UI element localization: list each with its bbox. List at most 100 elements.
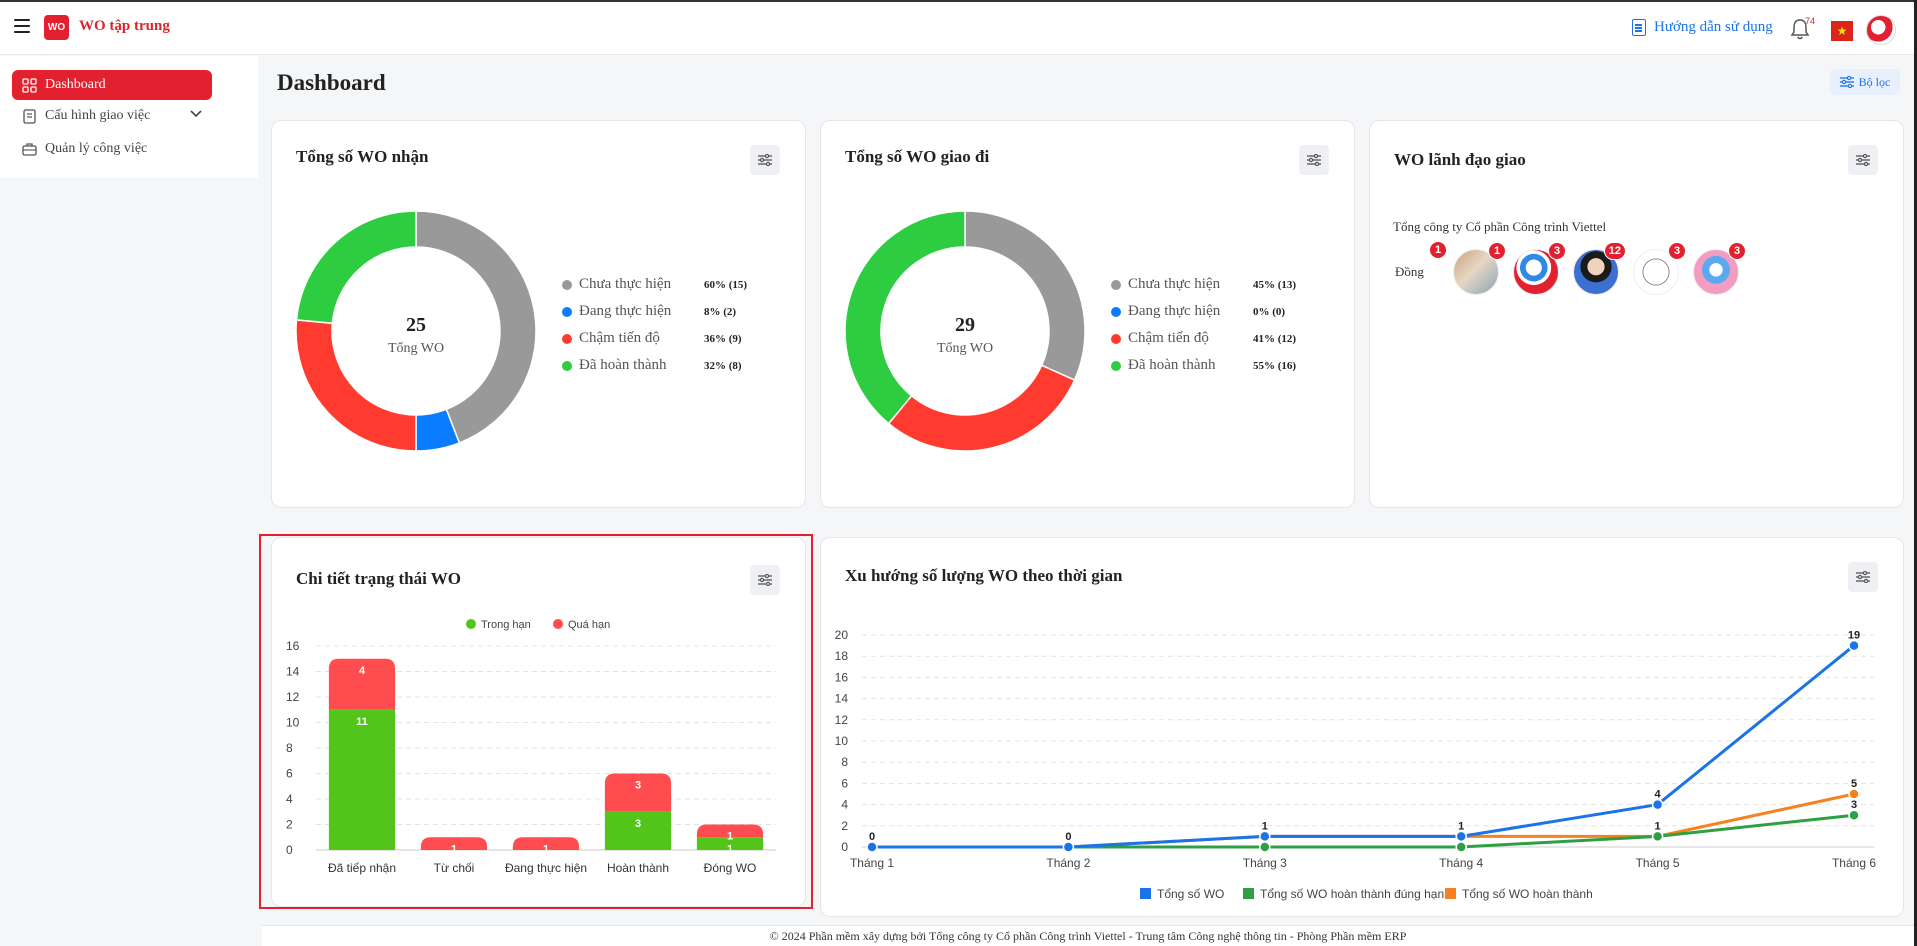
data-point[interactable] — [1651, 798, 1664, 811]
card-settings-button[interactable] — [750, 565, 780, 595]
donut-total-label: Tổng WO — [936, 341, 994, 356]
legend-marker[interactable] — [553, 619, 563, 629]
data-point[interactable] — [866, 841, 878, 853]
card-title: WO lãnh đạo giao — [1394, 150, 1526, 169]
leader-avatar[interactable]: 12 — [1573, 242, 1626, 295]
legend-item[interactable]: Đang thực hiện 0% (0) — [1111, 303, 1285, 320]
user-avatar[interactable] — [1866, 15, 1896, 45]
avatar-alt-text: Đồng — [1395, 264, 1424, 279]
leader-avatar[interactable]: Đồng 1 — [1393, 241, 1447, 295]
leader-wo-count-badge: 3 — [1668, 242, 1686, 260]
legend-label: Chậm tiến độ — [579, 330, 660, 346]
card-settings-button[interactable] — [750, 145, 780, 175]
donut-slice[interactable] — [964, 211, 1085, 382]
filter-button[interactable]: Bộ lọc — [1830, 69, 1900, 95]
card-settings-button[interactable] — [1299, 145, 1329, 175]
data-point[interactable] — [1455, 841, 1467, 853]
leader-avatar[interactable]: 3 — [1513, 242, 1566, 295]
donut-slice[interactable] — [845, 211, 966, 425]
sidebar-item-label: Cấu hình giao việc — [45, 108, 151, 123]
bar-segment[interactable] — [604, 811, 672, 850]
legend-label: Chậm tiến độ — [1128, 330, 1209, 346]
data-point[interactable] — [1062, 841, 1075, 853]
legend-item[interactable]: Tổng số WO hoàn thành đúng hạn — [1243, 887, 1444, 901]
leader-wo-count-badge: 1 — [1488, 242, 1506, 260]
bar-segment[interactable] — [420, 837, 488, 850]
data-point[interactable] — [1848, 809, 1860, 821]
series-line[interactable] — [872, 644, 1855, 849]
donut-slice[interactable] — [296, 211, 417, 325]
leader-wo-count-badge: 12 — [1603, 242, 1626, 260]
data-point[interactable] — [1848, 639, 1860, 652]
received-wo-card: Tổng số WO nhận 25 Tổng WO Chưa thực hiệ… — [271, 120, 806, 508]
legend-item[interactable]: Đã hoàn thành 55% (16) — [1111, 357, 1296, 374]
y-tick-label: 0 — [286, 843, 293, 857]
bar-segment[interactable] — [696, 824, 764, 838]
x-tick-label: Hoàn thành — [607, 861, 669, 875]
x-tick-label: Từ chối — [434, 861, 475, 875]
y-tick-label: 18 — [835, 649, 849, 663]
donut-total: 25 — [406, 314, 426, 336]
bar-segment[interactable] — [696, 837, 764, 850]
leader-avatar[interactable]: 3 — [1693, 242, 1746, 295]
legend-marker — [1445, 888, 1456, 899]
legend-value: 41% (12) — [1253, 332, 1297, 345]
app-title[interactable]: WO tập trung — [79, 18, 170, 34]
data-point[interactable] — [1259, 841, 1271, 853]
card-title: Xu hướng số lượng WO theo thời gian — [845, 566, 1123, 585]
legend-label[interactable]: Trong hạn — [481, 619, 531, 631]
legend-item[interactable]: Chưa thực hiện 45% (13) — [1111, 276, 1296, 293]
chevron-down-icon[interactable] — [190, 108, 202, 118]
footer: © 2024 Phần mềm xây dựng bởi Tổng công t… — [262, 925, 1914, 946]
donut-slice[interactable] — [887, 364, 1076, 451]
legend-item[interactable]: Tổng số WO — [1140, 887, 1224, 901]
data-point[interactable] — [1848, 788, 1860, 800]
bar-segment[interactable] — [604, 773, 672, 812]
data-point[interactable] — [1651, 830, 1664, 843]
leader-avatar[interactable]: 3 — [1633, 242, 1686, 295]
data-point-label: 1 — [1655, 820, 1661, 832]
app-logo[interactable]: WO — [44, 15, 69, 40]
bar-segment[interactable] — [328, 709, 396, 850]
bar-segment[interactable] — [512, 837, 580, 850]
help-link[interactable]: Hướng dẫn sử dụng — [1632, 19, 1773, 36]
x-tick-label: Tháng 5 — [1636, 856, 1680, 870]
bar-value-label: 1 — [543, 843, 549, 855]
card-title: Tổng số WO giao đi — [845, 147, 990, 166]
legend-item[interactable]: Chưa thực hiện 60% (15) — [562, 276, 747, 293]
y-tick-label: 16 — [835, 670, 849, 684]
trend-card: Xu hướng số lượng WO theo thời gian — [820, 537, 1904, 917]
bar-value-label: 3 — [635, 780, 641, 792]
data-point-label: 4 — [1655, 789, 1662, 801]
legend-item[interactable]: Tổng số WO hoàn thành — [1445, 887, 1593, 901]
menu-icon[interactable] — [14, 19, 30, 33]
legend-marker[interactable] — [466, 619, 476, 629]
page-title: Dashboard — [277, 70, 386, 95]
legend-item[interactable]: Chậm tiến độ 36% (9) — [562, 330, 742, 347]
donut-slice[interactable] — [415, 211, 536, 444]
series-line[interactable] — [872, 792, 1855, 849]
legend-dot — [562, 333, 572, 344]
settings-sliders-icon — [1856, 571, 1870, 583]
sidebar-item-dashboard[interactable]: Dashboard — [12, 70, 212, 100]
data-point[interactable] — [1259, 830, 1271, 843]
legend-label[interactable]: Quá hạn — [568, 619, 610, 631]
bar-segment[interactable] — [328, 658, 396, 710]
legend-item[interactable]: Chậm tiến độ 41% (12) — [1111, 330, 1296, 347]
card-settings-button[interactable] — [1848, 145, 1878, 175]
vietnam-flag-icon[interactable]: ★ — [1831, 21, 1853, 41]
leader-avatar[interactable]: 1 — [1453, 242, 1506, 295]
sidebar-item-task-management[interactable]: Quản lý công việc — [12, 134, 212, 164]
legend-item[interactable]: Đã hoàn thành 32% (8) — [562, 357, 742, 374]
top-bar: WO WO tập trung Hướng dẫn sử dụng 74 ★ — [0, 0, 1917, 55]
legend-label: Đã hoàn thành — [579, 357, 667, 373]
series-line[interactable] — [872, 813, 1855, 849]
leader-wo-count-badge: 3 — [1728, 242, 1746, 260]
data-point[interactable] — [1455, 830, 1467, 843]
card-settings-button[interactable] — [1848, 562, 1878, 592]
sidebar-item-task-config[interactable]: Cấu hình giao việc — [12, 101, 212, 131]
legend-item[interactable]: Đang thực hiện 8% (2) — [562, 303, 736, 320]
sidebar: Dashboard Cấu hình giao việc Quản lý côn… — [0, 56, 258, 178]
bell-icon[interactable] — [1790, 18, 1810, 40]
settings-sliders-icon — [1856, 154, 1870, 166]
